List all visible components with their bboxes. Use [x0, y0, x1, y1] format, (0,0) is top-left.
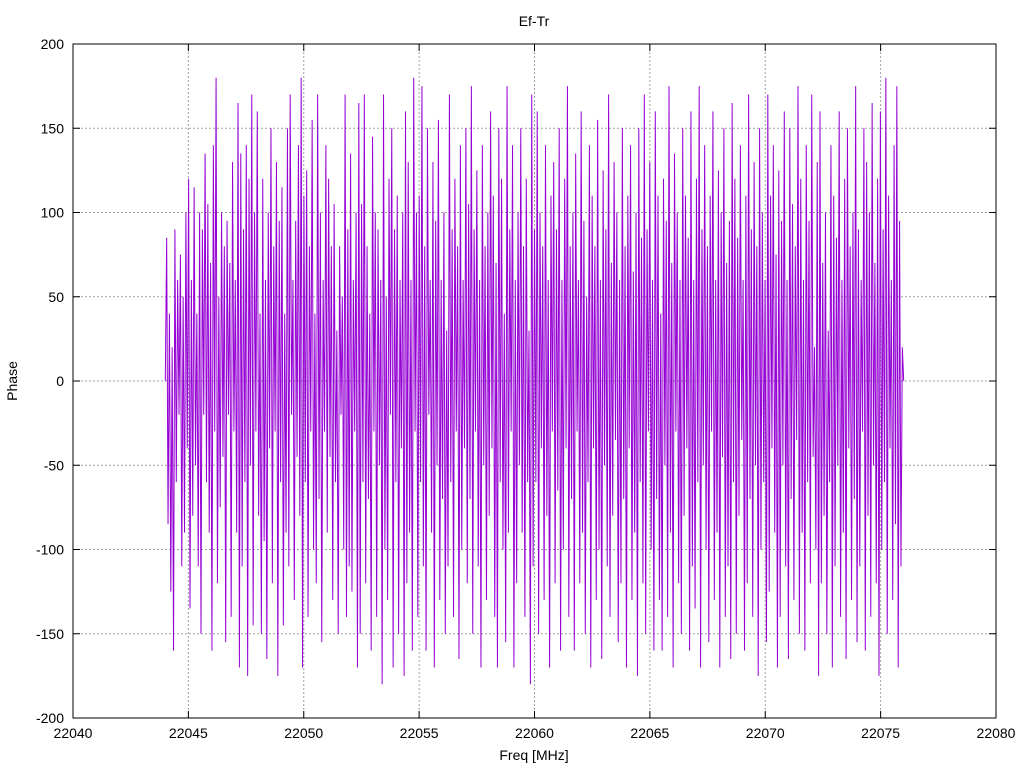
- y-tick-label: -100: [36, 542, 64, 558]
- x-tick-label: 22080: [977, 725, 1016, 741]
- y-tick-label: -200: [36, 710, 64, 726]
- axis-ticks: [72, 43, 997, 719]
- x-tick-label: 22045: [169, 725, 208, 741]
- y-tick-label: 200: [41, 36, 65, 52]
- y-tick-label: 0: [56, 373, 64, 389]
- y-tick-label: 150: [41, 120, 65, 136]
- x-tick-label: 22060: [515, 725, 554, 741]
- x-tick-labels: 22040 22045 22050 22055 22060 22065 22070 22075…: [54, 725, 1016, 741]
- x-tick-label: 22070: [746, 725, 785, 741]
- y-tick-label: -150: [36, 626, 64, 642]
- x-tick-label: 22040: [54, 725, 93, 741]
- x-tick-label: 22055: [400, 725, 439, 741]
- chart-title: Ef-Tr: [519, 13, 550, 29]
- x-axis-title: Freq [MHz]: [499, 747, 568, 763]
- y-tick-labels: -200 -150 -100 -50 0 50 100 150 200: [36, 36, 64, 726]
- y-tick-label: 100: [41, 205, 65, 221]
- series-layer: [164, 77, 905, 685]
- x-tick-label: 22075: [861, 725, 900, 741]
- y-tick-label: -50: [44, 457, 64, 473]
- y-axis-title: Phase: [4, 361, 20, 401]
- x-tick-label: 22065: [630, 725, 669, 741]
- phase-series-line: [164, 77, 905, 685]
- x-tick-label: 22050: [284, 725, 323, 741]
- y-tick-label: 50: [48, 289, 64, 305]
